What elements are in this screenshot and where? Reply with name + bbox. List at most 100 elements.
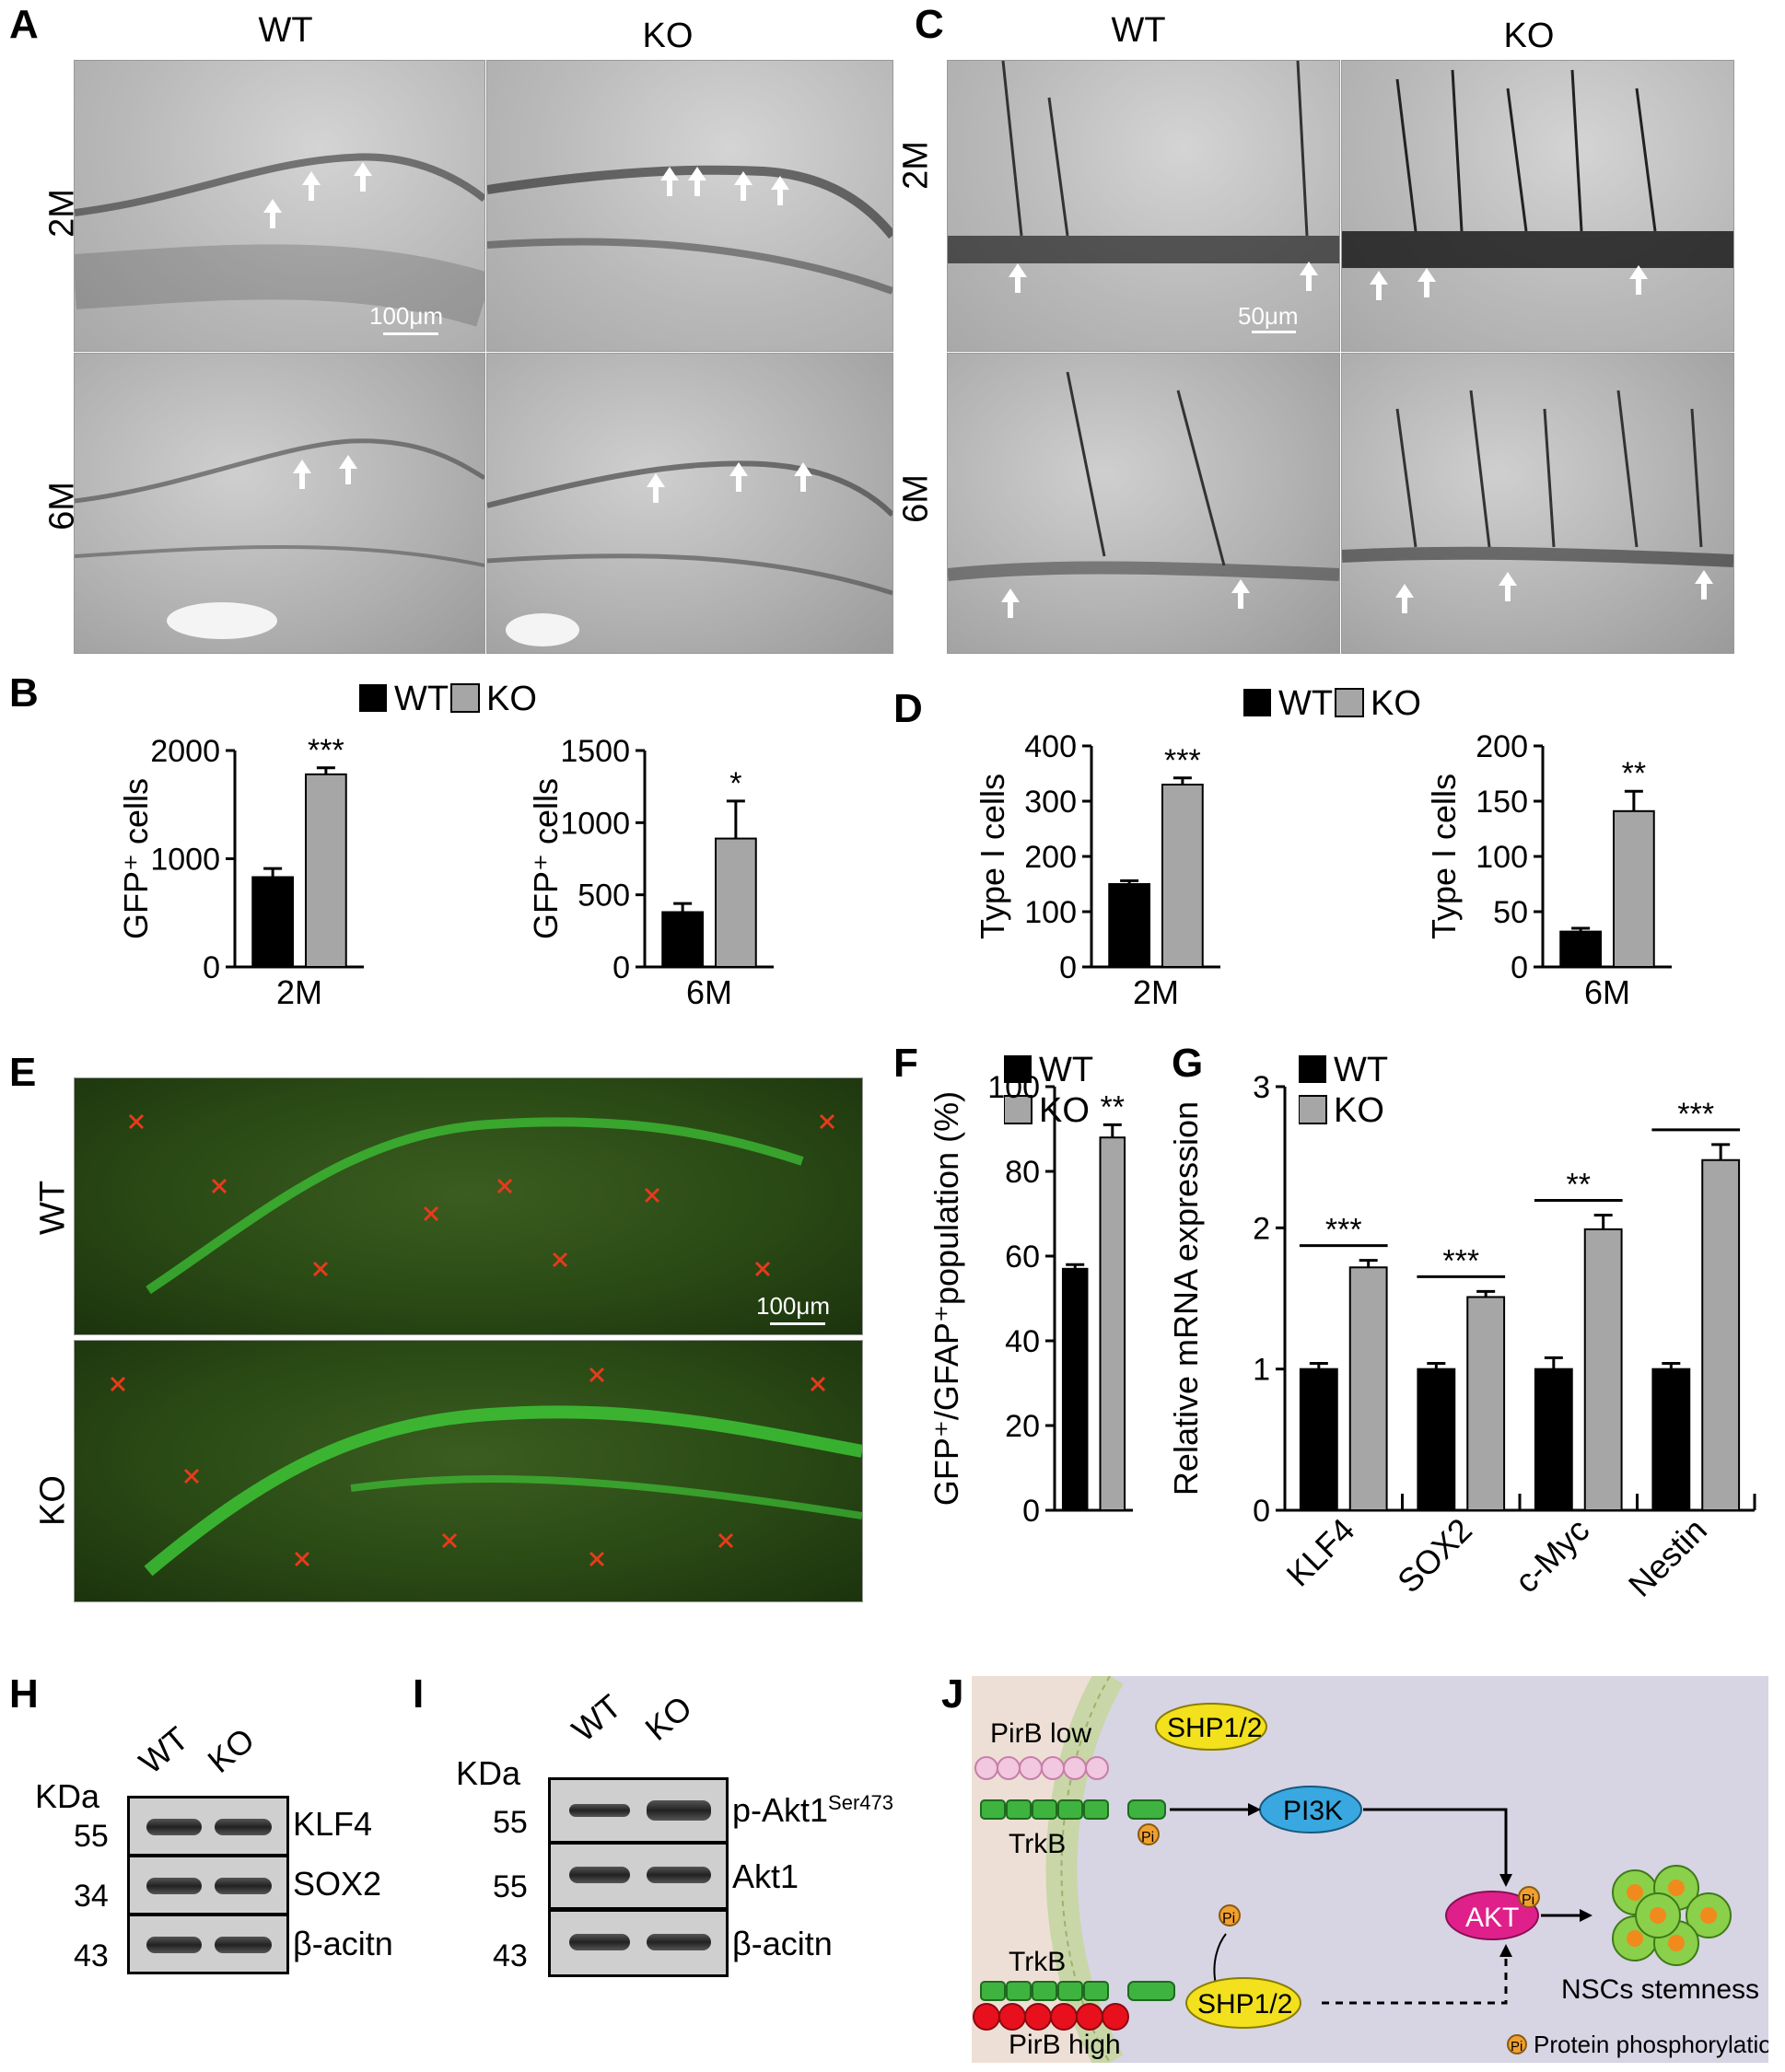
band: [647, 1934, 711, 1950]
chart-f-y-tick-label: 20: [1005, 1409, 1040, 1444]
blot-h-col-wt: WT: [132, 1718, 196, 1782]
chart-g-bar-wt: [1299, 1368, 1338, 1511]
chart-d-y-tick-label: 150: [1476, 785, 1528, 820]
chart-d-y-tick-label: 200: [1024, 840, 1077, 875]
chart-f-y-tick-label: 0: [1022, 1494, 1040, 1529]
trkb-receptor-bottom: [980, 1981, 1175, 2001]
arrowhead-icon: [1499, 1944, 1512, 1957]
legend-label-wt: WT: [1334, 1051, 1388, 1089]
blot-h-marker-2: 34: [74, 1879, 109, 1914]
blot-i-marker-2: 55: [493, 1869, 528, 1904]
legend-label-ko: KO: [486, 680, 537, 718]
chart-b-y-tick-label: 1500: [560, 734, 630, 769]
trkb-label-bottom: TrkB: [1009, 1947, 1066, 1977]
chart-f-y-tick-label: 40: [1005, 1324, 1040, 1359]
legend-swatch-wt: [1299, 1055, 1326, 1083]
blot-h-actin: [127, 1914, 289, 1974]
panel-c-row-6m: 6M: [896, 474, 936, 523]
micrograph-c-ko-2m: [1341, 60, 1734, 352]
chart-g-bar-ko: [1348, 1266, 1388, 1511]
panel-label-j: J: [941, 1671, 964, 1717]
band: [146, 1937, 202, 1953]
chart-d-y-tick-label: 50: [1493, 895, 1528, 930]
pi-legend-icon: [1507, 2034, 1527, 2055]
granule-layer: [1342, 69, 1733, 300]
pi-phospho-icon: [1219, 1904, 1241, 1926]
pi-label-2: Pi: [1522, 1892, 1534, 1908]
blot-i-kda: KDa: [456, 1754, 521, 1792]
panel-label-b: B: [9, 670, 39, 716]
chart-b-y-tick-label: 2000: [150, 734, 220, 769]
legend-label-ko: KO: [1039, 1091, 1090, 1130]
pi-label-3: Pi: [1222, 1911, 1235, 1926]
granule-layer: [948, 371, 1339, 618]
chart-d-y-tick-label: 400: [1024, 729, 1077, 764]
granule-layer: [948, 61, 1339, 293]
blot-i-label-pakt1-sup: Ser473: [828, 1791, 893, 1814]
pi-label-1: Pi: [1141, 1830, 1154, 1845]
arrow-icon: [1395, 570, 1713, 613]
panel-c-col-wt: WT: [1111, 11, 1166, 50]
scale-bar-c: 50μm: [1238, 302, 1299, 330]
chart-g-bar-wt: [1534, 1368, 1573, 1511]
chart-b-bar-ko: [715, 837, 757, 968]
arrow-dephospho: [1213, 1933, 1227, 1985]
panel-e-row-wt: WT: [33, 1180, 73, 1236]
chart-g-y-tick-label: 2: [1253, 1211, 1270, 1246]
chart-b-y-tick-label: 1000: [150, 843, 220, 878]
chart-b-y-tick-label: 0: [203, 950, 220, 985]
blot-h-marker-3: 43: [74, 1938, 109, 1973]
panel-c-row-2m: 2M: [896, 141, 936, 190]
blot-i-label-actin: β-acitn: [732, 1925, 833, 1962]
panel-a-col-wt: WT: [258, 11, 313, 50]
chart-g-significance: ***: [1677, 1097, 1714, 1132]
legend-g: WT KO: [1299, 1051, 1388, 1130]
blot-i-marker-3: 43: [493, 1938, 528, 1973]
blot-i-marker-1: 55: [493, 1805, 528, 1840]
chart-d-bar-wt: [1108, 883, 1150, 968]
akt-label: AKT: [1465, 1903, 1519, 1933]
chart-g-bar-ko: [1701, 1158, 1741, 1511]
scale-bar-a: 100μm: [369, 302, 444, 330]
arrow-icon: [647, 462, 812, 503]
blot-h-label-actin: β-acitn: [293, 1925, 393, 1962]
pi-phospho-icon: [1138, 1823, 1160, 1845]
chart-b-6m: 0 500 1000 1500 GFP⁺ cells * 6M: [527, 734, 774, 1011]
chart-g-x-tick-label: Nestin: [1621, 1511, 1714, 1604]
legend-swatch-ko: [1335, 688, 1364, 717]
chart-d-y-tick-label: 0: [1059, 950, 1077, 985]
blot-h-label-sox2: SOX2: [293, 1865, 382, 1903]
chart-g-x-tick-label: SOX2: [1390, 1511, 1479, 1601]
chart-d-y-tick-label: 300: [1024, 785, 1077, 820]
panel-label-f: F: [893, 1041, 918, 1086]
blot-i-col-ko: KO: [637, 1688, 699, 1749]
micrograph-c-ko-6m: [1341, 353, 1734, 654]
chart-b-bar-wt: [661, 911, 704, 968]
chart-b-significance: *: [729, 766, 741, 801]
dentate-gyrus-band: [75, 153, 484, 327]
legend-label-ko: KO: [1334, 1091, 1384, 1130]
chart-d-significance: **: [1622, 756, 1646, 791]
chart-g-significance: **: [1567, 1168, 1591, 1203]
chart-d-y-tick-label: 200: [1476, 729, 1528, 764]
band: [647, 1867, 711, 1883]
chart-g-x-tick-label: KLF4: [1279, 1511, 1362, 1594]
dentate-gyrus-band: [487, 165, 892, 295]
legend-swatch-wt: [359, 684, 387, 712]
arrowhead-icon: [1248, 1803, 1261, 1816]
chart-d-2m: 0 100 200 300 400 Type I cells *** 2M: [974, 729, 1220, 1011]
blot-h-sox2: [127, 1855, 289, 1915]
chart-d-y-axis-label: Type I cells: [1425, 774, 1463, 939]
scale-bar-line: [1252, 331, 1296, 333]
legend-label-wt: WT: [1039, 1051, 1093, 1089]
panel-label-e: E: [9, 1050, 37, 1095]
chart-d-y-tick-label: 0: [1511, 950, 1528, 985]
blot-i-akt1: [548, 1842, 729, 1910]
legend-f: WT KO: [1004, 1051, 1093, 1130]
chart-f-y-axis-label: GFP⁺/GFAP⁺population (%): [928, 1091, 965, 1506]
chart-f-bar-ko: [1099, 1136, 1126, 1511]
chart-g-y-tick-label: 3: [1253, 1070, 1270, 1105]
fluorescence-e-wt: 100μm: [74, 1077, 863, 1335]
chart-g-significance: ***: [1325, 1213, 1362, 1248]
arrow-pi3k-akt: [1363, 1808, 1508, 1874]
